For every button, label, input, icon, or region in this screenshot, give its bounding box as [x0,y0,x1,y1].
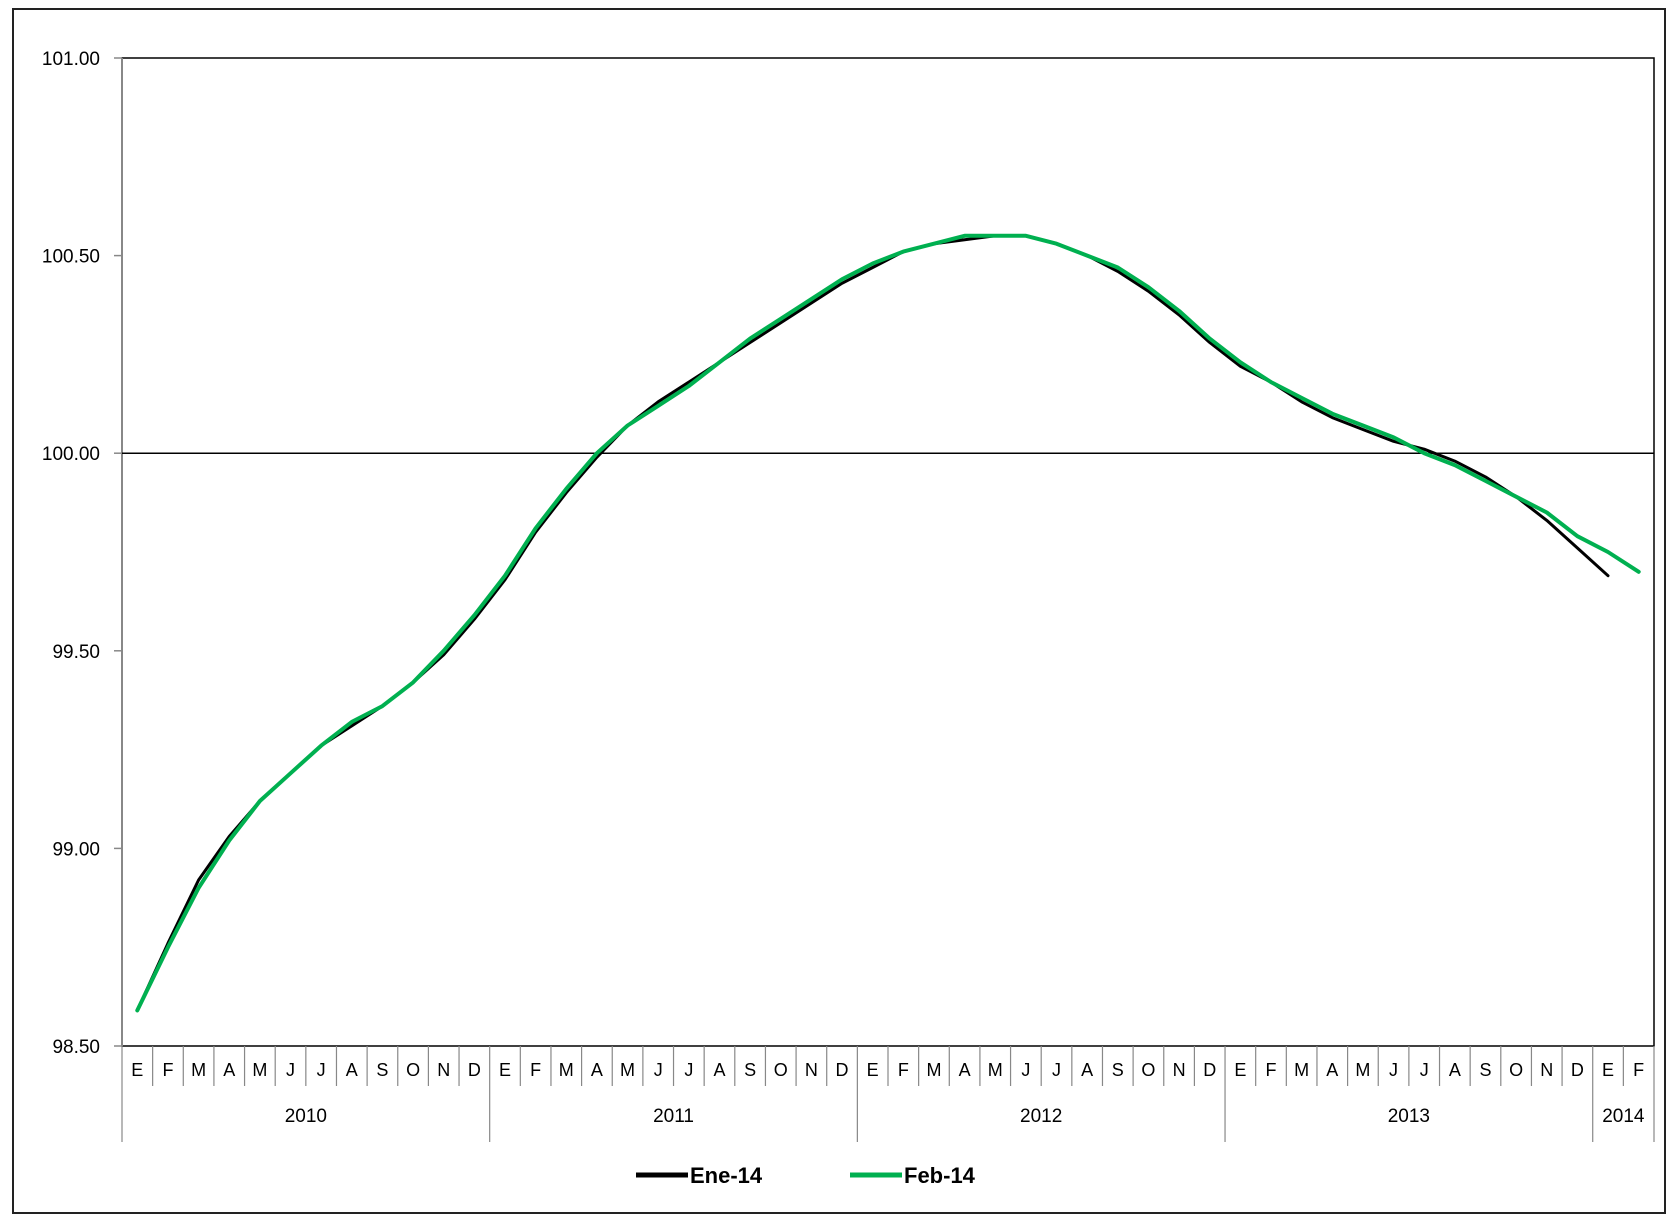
month-label: F [1633,1060,1644,1080]
month-label: A [1449,1060,1461,1080]
month-label: M [191,1060,206,1080]
legend-label: Ene-14 [690,1163,763,1188]
month-label: E [1234,1060,1246,1080]
plot-area [121,57,1655,1047]
month-label: S [1112,1060,1124,1080]
month-label: D [1571,1060,1584,1080]
month-label: E [131,1060,143,1080]
series-line-ene-14 [135,234,1610,1012]
month-label: M [252,1060,267,1080]
month-label: O [1141,1060,1155,1080]
series-line-feb-14 [135,233,1641,1013]
month-label: J [1021,1060,1030,1080]
month-label: O [406,1060,420,1080]
month-label: N [437,1060,450,1080]
month-label: A [223,1060,235,1080]
month-label: M [1355,1060,1370,1080]
y-tick-label: 101.00 [42,49,100,70]
month-label: O [1509,1060,1523,1080]
month-label: M [926,1060,941,1080]
year-label: 2010 [285,1106,327,1127]
month-label: F [898,1060,909,1080]
chart-frame [12,8,1666,1214]
month-label: J [317,1060,326,1080]
month-label: A [1326,1060,1338,1080]
month-label: J [286,1060,295,1080]
month-label: S [1479,1060,1491,1080]
month-label: E [867,1060,879,1080]
month-label: E [499,1060,511,1080]
month-label: M [1294,1060,1309,1080]
month-label: J [684,1060,693,1080]
month-label: D [1203,1060,1216,1080]
month-label: J [654,1060,663,1080]
month-label: A [713,1060,725,1080]
month-label: N [805,1060,818,1080]
month-label: N [1540,1060,1553,1080]
year-label: 2013 [1388,1106,1430,1127]
month-label: J [1389,1060,1398,1080]
month-label: S [744,1060,756,1080]
month-label: F [162,1060,173,1080]
month-label: M [559,1060,574,1080]
month-label: M [620,1060,635,1080]
month-label: F [1266,1060,1277,1080]
month-label: M [988,1060,1003,1080]
month-label: J [1052,1060,1061,1080]
month-label: D [468,1060,481,1080]
year-label: 2012 [1020,1106,1062,1127]
month-label: E [1602,1060,1614,1080]
month-label: D [836,1060,849,1080]
month-label: O [774,1060,788,1080]
month-label: J [1420,1060,1429,1080]
month-label: N [1173,1060,1186,1080]
year-label: 2014 [1602,1106,1645,1127]
month-label: F [530,1060,541,1080]
y-tick-label: 100.50 [42,247,100,268]
y-tick-label: 98.50 [52,1037,100,1058]
month-label: A [1081,1060,1093,1080]
y-tick-label: 100.00 [42,444,100,465]
legend-label: Feb-14 [904,1163,976,1188]
month-label: S [376,1060,388,1080]
y-tick-label: 99.00 [52,839,100,860]
month-label: A [591,1060,603,1080]
y-tick-label: 99.50 [52,642,100,663]
month-label: A [346,1060,358,1080]
month-label: A [959,1060,971,1080]
year-label: 2011 [653,1106,694,1127]
